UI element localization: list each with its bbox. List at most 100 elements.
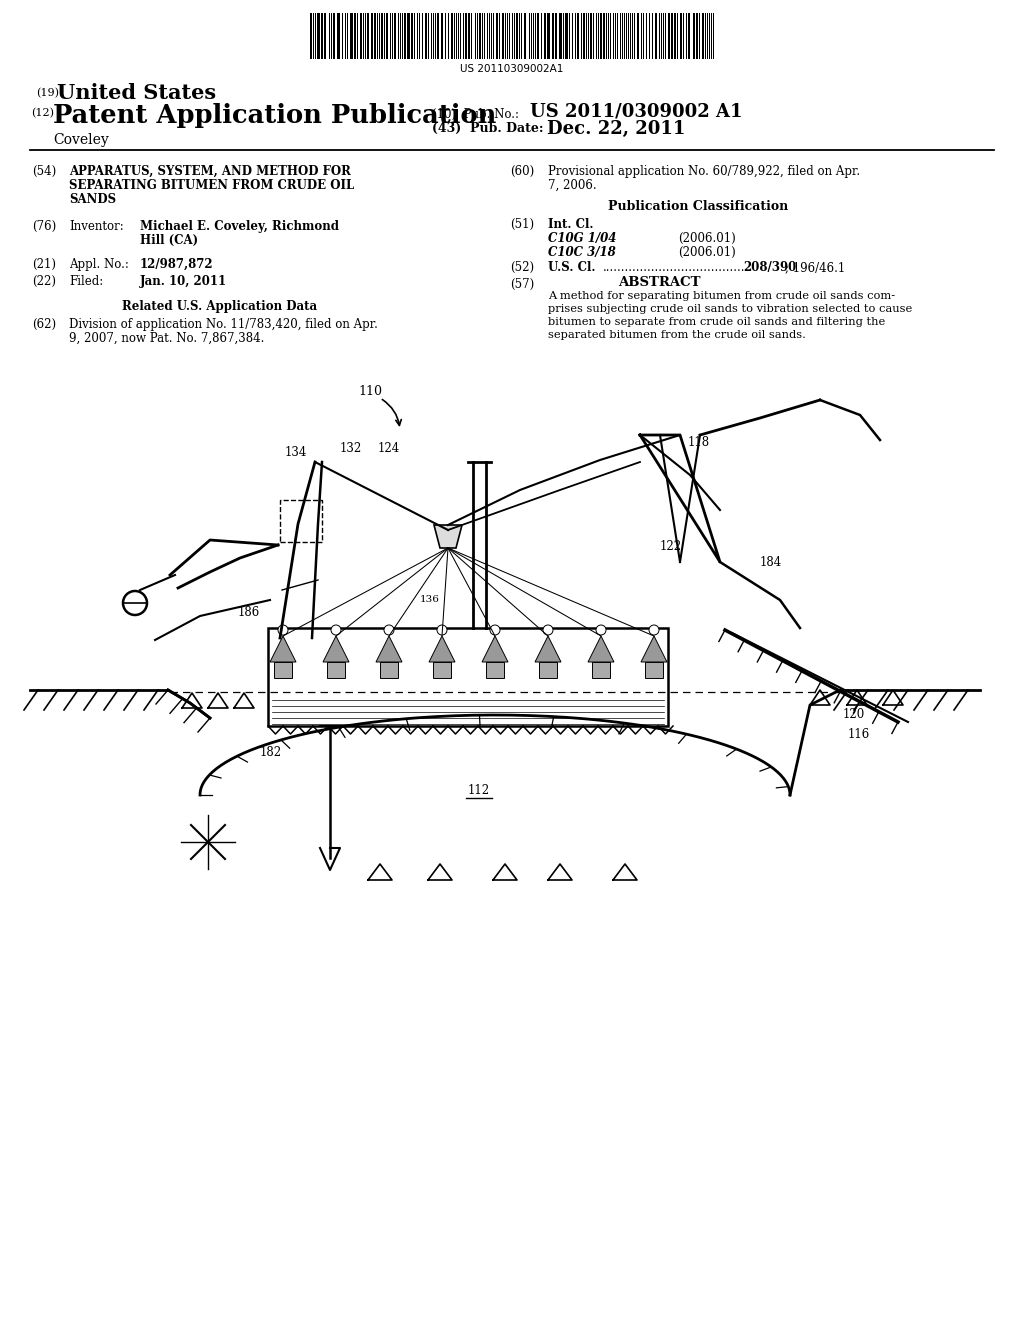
Text: (43)  Pub. Date:: (43) Pub. Date: bbox=[432, 121, 544, 135]
Text: (2006.01): (2006.01) bbox=[678, 246, 736, 259]
Bar bbox=[603, 13, 605, 59]
Polygon shape bbox=[535, 636, 561, 663]
Circle shape bbox=[331, 624, 341, 635]
Bar bbox=[559, 13, 562, 59]
Bar bbox=[268, 628, 668, 726]
Text: (60): (60) bbox=[510, 165, 535, 178]
Text: 184: 184 bbox=[760, 556, 782, 569]
Text: 132: 132 bbox=[340, 441, 362, 454]
Bar bbox=[411, 13, 413, 59]
Text: Related U.S. Application Data: Related U.S. Application Data bbox=[122, 300, 317, 313]
Polygon shape bbox=[482, 636, 508, 663]
Bar bbox=[555, 13, 557, 59]
Text: ; 196/46.1: ; 196/46.1 bbox=[785, 261, 845, 275]
Bar bbox=[451, 13, 453, 59]
Text: Division of application No. 11/783,420, filed on Apr.: Division of application No. 11/783,420, … bbox=[69, 318, 378, 331]
Bar bbox=[668, 13, 670, 59]
Text: (2006.01): (2006.01) bbox=[678, 232, 736, 246]
Bar bbox=[539, 663, 557, 678]
Bar bbox=[354, 13, 356, 59]
Text: US 2011/0309002 A1: US 2011/0309002 A1 bbox=[530, 103, 742, 121]
Polygon shape bbox=[323, 636, 349, 663]
Bar bbox=[680, 13, 682, 59]
Bar bbox=[671, 13, 673, 59]
Text: Michael E. Coveley, Richmond: Michael E. Coveley, Richmond bbox=[140, 220, 339, 234]
Text: 186: 186 bbox=[238, 606, 260, 619]
Bar bbox=[337, 13, 340, 59]
Bar bbox=[310, 13, 312, 59]
Bar bbox=[479, 13, 481, 59]
Text: ........................................: ........................................ bbox=[603, 261, 753, 275]
Text: 116: 116 bbox=[848, 729, 870, 742]
Text: SANDS: SANDS bbox=[69, 193, 116, 206]
Text: prises subjecting crude oil sands to vibration selected to cause: prises subjecting crude oil sands to vib… bbox=[548, 304, 912, 314]
Bar bbox=[502, 13, 504, 59]
Bar bbox=[674, 13, 676, 59]
Text: 136: 136 bbox=[420, 595, 440, 605]
Text: 7, 2006.: 7, 2006. bbox=[548, 180, 597, 191]
Bar bbox=[592, 663, 610, 678]
Circle shape bbox=[649, 624, 659, 635]
Bar bbox=[465, 13, 467, 59]
Text: 124: 124 bbox=[378, 441, 400, 454]
Bar bbox=[280, 500, 322, 543]
Text: SEPARATING BITUMEN FROM CRUDE OIL: SEPARATING BITUMEN FROM CRUDE OIL bbox=[69, 180, 354, 191]
Bar bbox=[350, 13, 353, 59]
Text: ABSTRACT: ABSTRACT bbox=[618, 276, 700, 289]
Bar bbox=[655, 13, 657, 59]
Text: Int. Cl.: Int. Cl. bbox=[548, 218, 594, 231]
Bar bbox=[437, 13, 439, 59]
Bar bbox=[590, 13, 592, 59]
Text: (54): (54) bbox=[32, 165, 56, 178]
Text: 182: 182 bbox=[260, 746, 283, 759]
Text: US 20110309002A1: US 20110309002A1 bbox=[461, 63, 563, 74]
Bar bbox=[371, 13, 373, 59]
Circle shape bbox=[384, 624, 394, 635]
Bar bbox=[544, 13, 546, 59]
Text: Coveley: Coveley bbox=[53, 133, 109, 147]
Bar bbox=[327, 663, 345, 678]
Polygon shape bbox=[588, 636, 614, 663]
Text: U.S. Cl.: U.S. Cl. bbox=[548, 261, 596, 275]
Bar bbox=[386, 13, 388, 59]
Text: (52): (52) bbox=[510, 261, 535, 275]
Bar bbox=[496, 13, 498, 59]
Text: Filed:: Filed: bbox=[69, 275, 103, 288]
Text: C10C 3/18: C10C 3/18 bbox=[548, 246, 615, 259]
Bar bbox=[374, 13, 376, 59]
Bar bbox=[433, 663, 451, 678]
Bar bbox=[583, 13, 585, 59]
Polygon shape bbox=[434, 525, 462, 548]
Text: Dec. 22, 2011: Dec. 22, 2011 bbox=[547, 120, 685, 139]
Circle shape bbox=[596, 624, 606, 635]
Text: 9, 2007, now Pat. No. 7,867,384.: 9, 2007, now Pat. No. 7,867,384. bbox=[69, 333, 264, 345]
Bar bbox=[600, 13, 602, 59]
Polygon shape bbox=[270, 636, 296, 663]
Polygon shape bbox=[641, 636, 667, 663]
Bar bbox=[688, 13, 690, 59]
Text: United States: United States bbox=[57, 83, 216, 103]
Bar bbox=[324, 13, 326, 59]
Text: (19): (19) bbox=[36, 88, 59, 98]
Text: 12/987,872: 12/987,872 bbox=[140, 257, 214, 271]
Bar bbox=[468, 13, 470, 59]
Bar bbox=[367, 13, 369, 59]
Text: (76): (76) bbox=[32, 220, 56, 234]
Text: Publication Classification: Publication Classification bbox=[608, 201, 788, 213]
Bar bbox=[537, 13, 539, 59]
Bar bbox=[547, 13, 550, 59]
Text: 208/390: 208/390 bbox=[743, 261, 797, 275]
Bar bbox=[380, 663, 398, 678]
Circle shape bbox=[437, 624, 447, 635]
Text: (22): (22) bbox=[32, 275, 56, 288]
Bar bbox=[321, 13, 323, 59]
Bar bbox=[274, 663, 292, 678]
Text: Jan. 10, 2011: Jan. 10, 2011 bbox=[140, 275, 227, 288]
Text: (12): (12) bbox=[31, 108, 54, 119]
Text: A method for separating bitumen from crude oil sands com-: A method for separating bitumen from cru… bbox=[548, 290, 895, 301]
Text: bitumen to separate from crude oil sands and filtering the: bitumen to separate from crude oil sands… bbox=[548, 317, 886, 327]
Bar bbox=[317, 13, 319, 59]
Bar bbox=[516, 13, 518, 59]
Text: (21): (21) bbox=[32, 257, 56, 271]
Circle shape bbox=[490, 624, 500, 635]
